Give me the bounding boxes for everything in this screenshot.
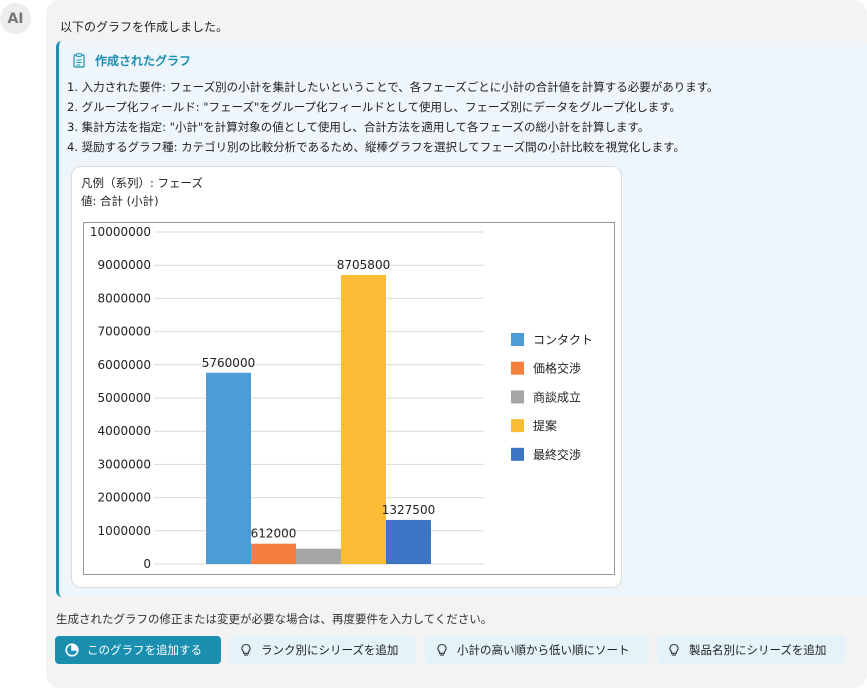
suggestion-label: 小計の高い順から低い順にソート (457, 643, 630, 657)
y-tick-label: 0 (143, 557, 151, 571)
legend-label: 最終交渉 (533, 447, 581, 462)
legend-series-line: 凡例（系列）: フェーズ (81, 176, 203, 190)
y-tick-label: 7000000 (98, 325, 151, 339)
ai-avatar: AI (0, 3, 31, 34)
suggestion-button-sort[interactable]: 小計の高い順から低い順にソート (425, 636, 649, 664)
lightbulb-icon (241, 643, 251, 656)
legend-label: 価格交渉 (533, 361, 581, 376)
y-tick-label: 6000000 (98, 358, 151, 372)
generated-chart-panel: 作成されたグラフ 1. 入力された要件: フェーズ別の小計を集計したいということ… (56, 41, 867, 597)
data-label: 5760000 (202, 356, 255, 370)
suggestion-button-rank[interactable]: ランク別にシリーズを追加 (229, 636, 416, 664)
add-chart-label: このグラフを追加する (87, 643, 202, 657)
intro-text: 以下のグラフを作成しました。 (60, 20, 229, 34)
y-tick-label: 3000000 (98, 457, 151, 471)
y-tick-label: 4000000 (98, 424, 151, 438)
clipboard-icon (73, 53, 85, 68)
y-tick-label: 9000000 (98, 258, 151, 272)
add-chart-button[interactable]: このグラフを追加する (55, 636, 221, 664)
avatar-label: AI (7, 10, 24, 27)
step-item: 1. 入力された要件: フェーズ別の小計を集計したいということで、各フェーズごと… (67, 80, 719, 94)
footer-note: 生成されたグラフの修正または変更が必要な場合は、再度要件を入力してください。 (56, 612, 493, 626)
step-item: 2. グループ化フィールド: "フェーズ"をグループ化フィールドとして使用し、フ… (67, 100, 682, 114)
data-label: 1327500 (382, 503, 435, 517)
bar-3 (341, 274, 386, 564)
lightbulb-icon (669, 643, 679, 656)
chart-card: 凡例（系列）: フェーズ 値: 合計 (小計) 0 1000000 2000000 3… (71, 166, 622, 588)
bar-2 (296, 548, 341, 564)
legend-swatch (511, 333, 524, 346)
panel-header: 作成されたグラフ (73, 52, 191, 69)
legend-label: コンタクト (533, 333, 593, 347)
step-item: 4. 奨励するグラフ種: カテゴリ別の比較分析であるため、縦棒グラフを選択してフ… (67, 140, 685, 154)
bar-chart: 0 1000000 2000000 3000000 4000000 5000000 6000… (90, 225, 593, 571)
bar-0 (206, 372, 251, 564)
panel-title: 作成されたグラフ (95, 54, 192, 68)
y-tick-label: 8000000 (98, 291, 151, 305)
data-label: 8705800 (337, 258, 390, 272)
bar-1 (251, 543, 296, 564)
legend-swatch (511, 390, 524, 404)
legend-swatch (511, 447, 524, 461)
ai-message-bubble: 以下のグラフを作成しました。 作成されたグラフ 1. 入力された要件: フェーズ… (46, 0, 867, 688)
suggestion-label: ランク別にシリーズを追加 (261, 643, 399, 657)
chart-meta: 凡例（系列）: フェーズ 値: 合計 (小計) (81, 174, 203, 210)
legend-label: 提案 (533, 418, 557, 433)
y-tick-label: 5000000 (98, 391, 151, 405)
data-label: 612000 (251, 527, 297, 541)
steps-list: 1. 入力された要件: フェーズ別の小計を集計したいということで、各フェーズごと… (67, 77, 719, 157)
suggestion-label: 製品名別にシリーズを追加 (689, 643, 827, 657)
y-tick-label: 1000000 (98, 524, 151, 538)
step-item: 3. 集計方法を指定: "小計"を計算対象の値として使用し、合計方法を適用して各… (67, 120, 650, 134)
y-tick-label: 2000000 (98, 491, 151, 505)
legend-swatch (511, 419, 524, 433)
y-tick-label: 10000000 (90, 225, 151, 239)
legend-swatch (511, 361, 524, 375)
legend-label: 商談成立 (533, 389, 581, 404)
bar-4 (386, 519, 431, 564)
pie-chart-icon (65, 643, 79, 657)
lightbulb-icon (437, 643, 447, 656)
value-line: 値: 合計 (小計) (81, 194, 159, 208)
suggestion-button-product[interactable]: 製品名別にシリーズを追加 (657, 636, 845, 664)
chart-frame: 0 1000000 2000000 3000000 4000000 5000000 6000… (83, 222, 615, 575)
